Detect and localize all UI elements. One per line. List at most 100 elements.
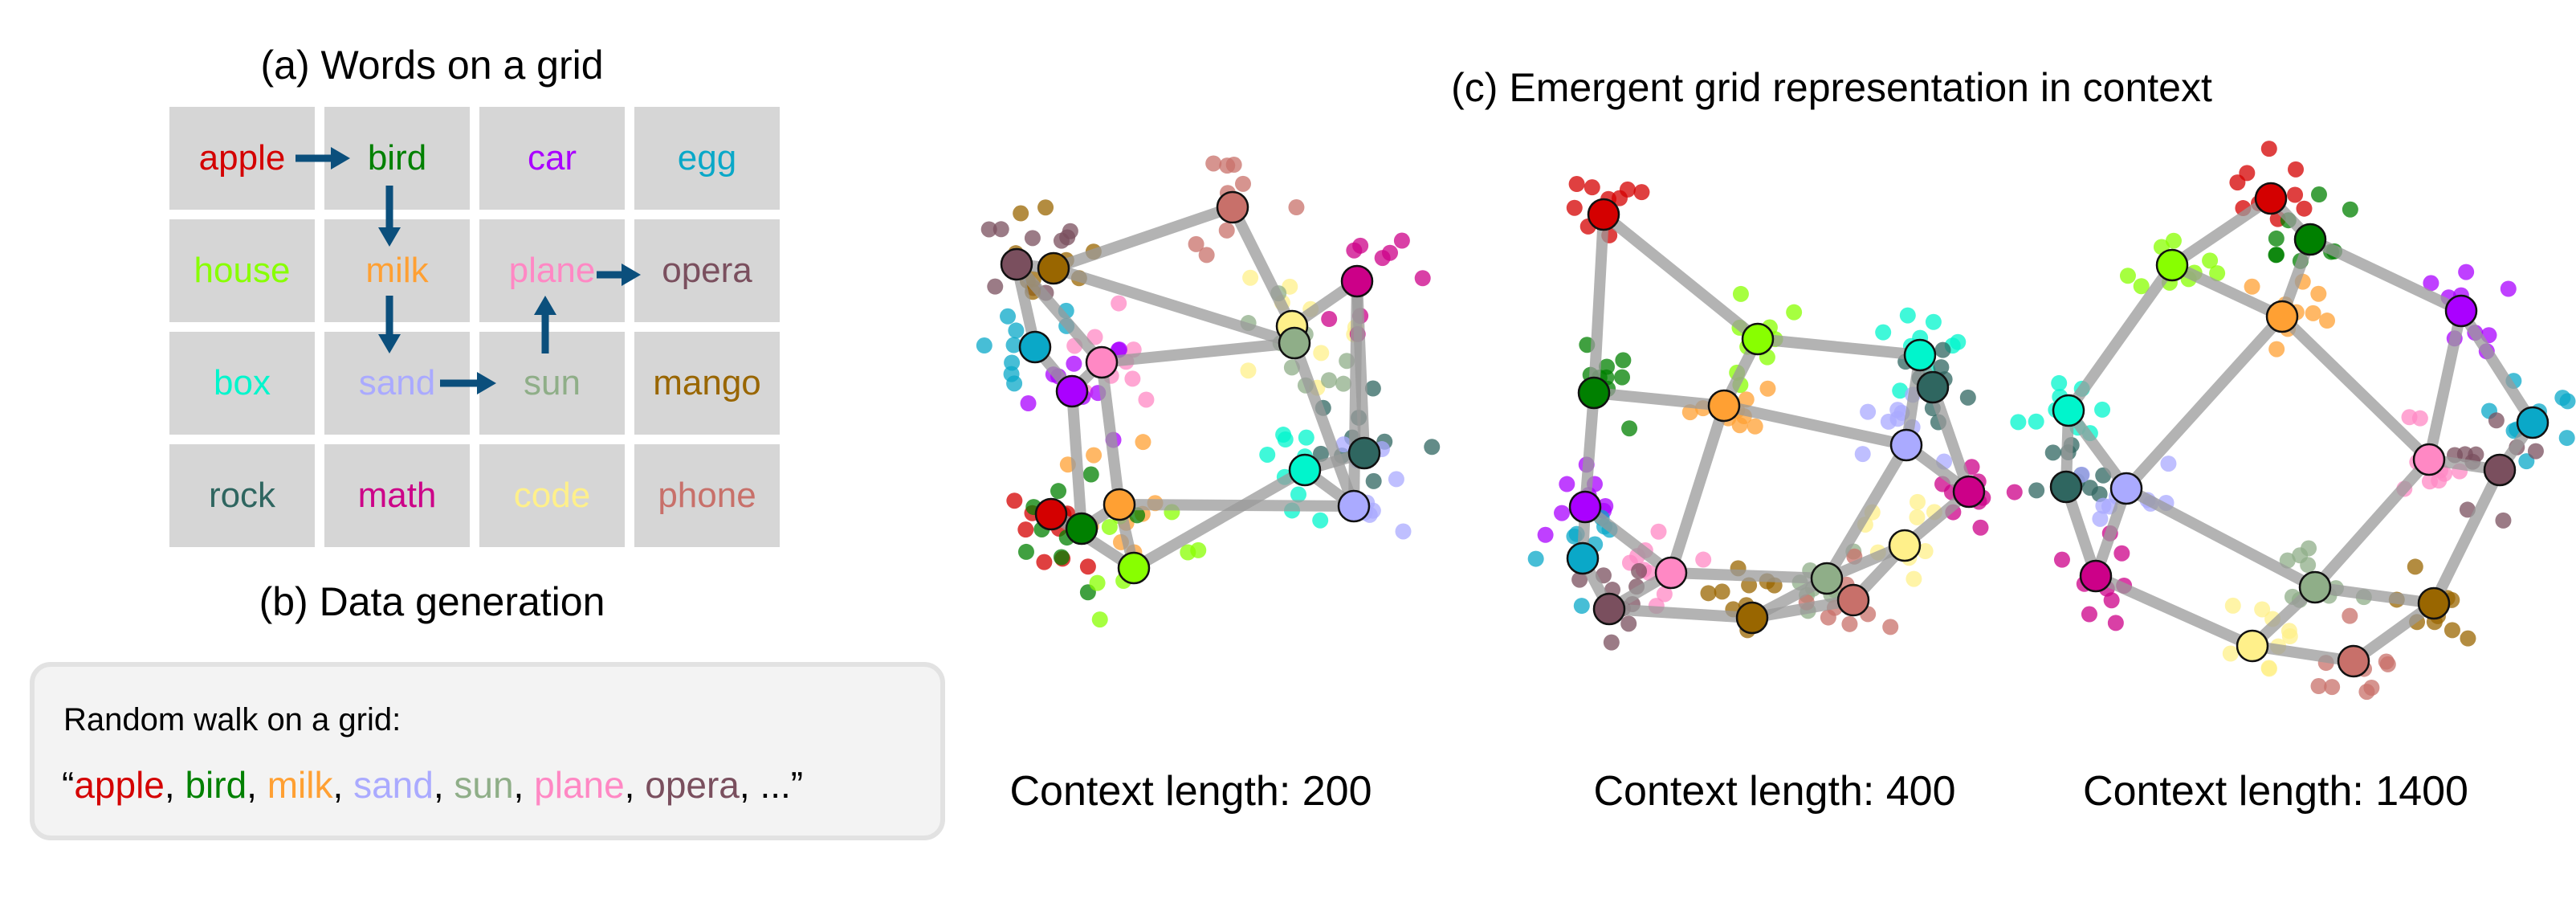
sequence-word: bird (185, 764, 247, 806)
ellipsis: ... (760, 764, 791, 806)
token-point-code (2254, 601, 2271, 618)
random-walk-sequence: “apple, bird, milk, sand, sun, plane, op… (62, 763, 803, 807)
token-point-bird (2268, 230, 2285, 247)
token-point-mango (2460, 630, 2476, 647)
word-centroids (1566, 198, 1986, 635)
token-point-plane (2401, 409, 2418, 426)
token-points (976, 155, 1441, 628)
token-point-code (1240, 362, 1257, 379)
token-point-egg (1004, 354, 1021, 371)
token-point-car (1020, 395, 1037, 412)
token-point-egg (1005, 337, 1022, 353)
token-point-plane (2431, 472, 2448, 489)
grid-word: egg (677, 138, 737, 178)
grid-word: phone (658, 476, 756, 515)
token-point-box (2028, 413, 2044, 430)
token-point-rock (1365, 472, 1382, 489)
token-point-opera (2459, 501, 2476, 518)
token-point-rock (1364, 380, 1381, 397)
grid-word: math (357, 476, 437, 515)
token-point-bird (1615, 352, 1632, 369)
grid-word: box (214, 363, 271, 402)
token-point-code (1909, 509, 1926, 525)
token-point-mango (1037, 199, 1054, 216)
edge-code-phone (2247, 640, 2359, 667)
edge-apple-house (1598, 209, 1763, 345)
centroid-apple (1587, 198, 1620, 231)
token-point-plane (1695, 551, 1712, 568)
edge-opera-mango (2428, 464, 2505, 609)
token-point-bird (1614, 369, 1631, 386)
walk-arrow-sand-to-sun (440, 372, 496, 394)
token-point-box (1259, 446, 1276, 463)
edge-plane-opera (1011, 259, 1107, 368)
token-point-house (1091, 611, 1108, 628)
token-point-opera (2527, 443, 2544, 460)
centroid-milk (1103, 488, 1136, 521)
token-point-box (1312, 512, 1329, 529)
token-point-house (1732, 285, 1749, 302)
grid-cell-apple: apple (169, 107, 315, 210)
token-point-math (2103, 592, 2120, 609)
token-point-rock (1424, 439, 1441, 456)
token-point-sand (2095, 497, 2112, 514)
comma: , (433, 764, 454, 806)
edge-rock-math (1351, 276, 1370, 459)
token-point-box (1290, 486, 1306, 503)
centroid-math (1340, 264, 1374, 298)
edge-house-box (1128, 464, 1310, 574)
token-point-code (2222, 645, 2239, 662)
token-point-phone (1882, 619, 1899, 635)
token-point-sun (2292, 547, 2309, 564)
token-point-egg (1000, 308, 1017, 325)
centroid-phone (2337, 644, 2370, 678)
token-point-milk (1759, 380, 1776, 397)
token-point-egg (1008, 322, 1025, 339)
token-point-sand (1889, 402, 1906, 419)
centroid-math (1952, 475, 1986, 509)
token-point-phone (1225, 157, 1242, 174)
comma: , (513, 764, 535, 806)
token-point-mango (2407, 558, 2423, 575)
grid-edges (1577, 209, 1975, 623)
token-point-sand (2092, 510, 2109, 527)
centroid-opera (1000, 247, 1033, 281)
grid-cell-opera: opera (634, 219, 780, 322)
token-point-egg (1573, 598, 1590, 615)
token-point-code (1242, 269, 1259, 286)
token-point-house (2119, 268, 2136, 284)
token-point-egg (2518, 453, 2535, 470)
token-point-house (1180, 544, 1196, 561)
random-walk-heading: Random walk on a grid: (63, 702, 401, 738)
token-point-math (1321, 311, 1338, 328)
token-point-opera (1062, 223, 1078, 239)
edge-house-box (1752, 333, 1926, 361)
centroid-bird (1577, 376, 1611, 410)
token-point-egg (2558, 430, 2575, 447)
token-point-sand (2160, 456, 2177, 472)
token-point-code (1906, 570, 1922, 587)
walk-arrow-milk-to-sand (378, 296, 401, 353)
token-point-milk (1086, 447, 1103, 464)
centroid-bird (2293, 223, 2327, 256)
token-point-plane (1656, 586, 1673, 603)
grid-word: apple (198, 138, 286, 178)
token-point-math (1963, 459, 1980, 476)
token-point-box (1298, 429, 1314, 446)
token-point-box (1899, 307, 1916, 324)
token-point-plane (1138, 391, 1155, 408)
grid-cell-car: car (479, 107, 625, 210)
centroid-house (2155, 248, 2189, 282)
token-point-car (2423, 275, 2439, 292)
token-point-apple (2260, 141, 2277, 157)
grid-cell-code: code (479, 444, 625, 547)
plot-1 (1527, 176, 2023, 651)
centroid-sun (1810, 562, 1844, 595)
token-point-box (2051, 374, 2068, 391)
grid-word: sand (358, 363, 436, 402)
token-point-phone (1205, 155, 1222, 172)
panel-b-title: (b) Data generation (259, 579, 605, 624)
token-point-milk (1738, 391, 1755, 408)
token-point-math (1393, 232, 1410, 249)
token-point-milk (2310, 285, 2327, 302)
